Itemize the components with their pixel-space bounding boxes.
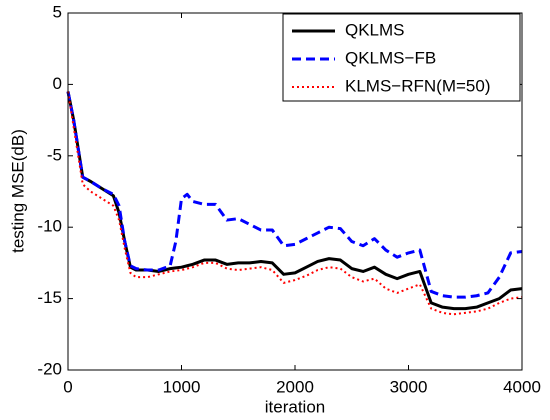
y-tick-label: -5	[47, 145, 62, 164]
y-tick-label: 5	[53, 2, 62, 21]
x-tick-label: 4000	[503, 377, 541, 396]
x-tick-label: 2000	[276, 377, 314, 396]
x-tick-label: 3000	[390, 377, 428, 396]
line-series	[67, 91, 523, 316]
x-axis-label: iteration	[265, 397, 325, 416]
legend-label: KLMS−RFN(M=50)	[345, 76, 490, 95]
x-tick-label: 1000	[163, 377, 201, 396]
x-tick-label: 0	[63, 377, 72, 396]
y-axis-label: testing MSE(dB)	[8, 129, 27, 253]
line-series	[66, 91, 523, 299]
legend-label: QKLMS−FB	[345, 48, 436, 67]
y-tick-label: 0	[53, 74, 62, 93]
legend-label: QKLMS	[345, 20, 405, 39]
y-tick-label: -15	[37, 288, 62, 307]
y-tick-label: -20	[37, 359, 62, 378]
y-tick-label: -10	[37, 217, 62, 236]
